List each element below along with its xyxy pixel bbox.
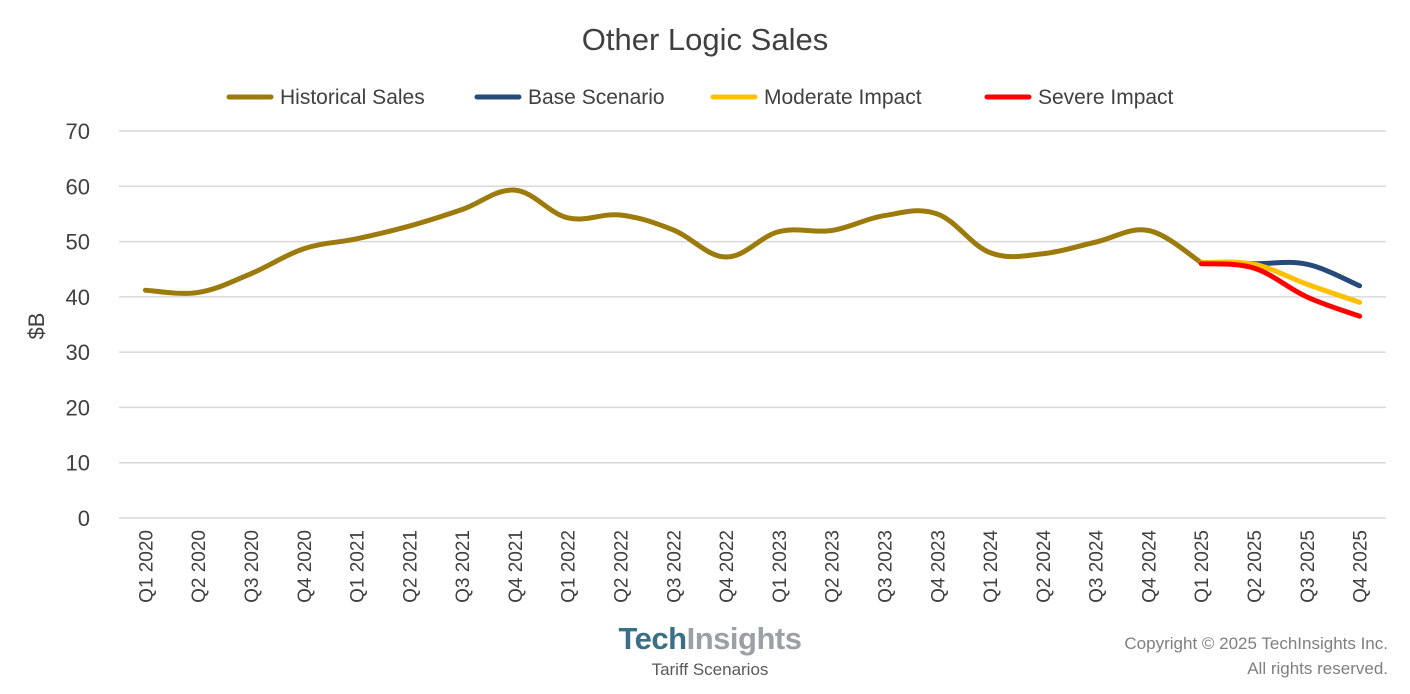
legend-label-historical-sales: Historical Sales <box>280 86 425 109</box>
y-axis-ticks: 0 10 20 30 40 50 60 70 <box>66 119 90 531</box>
x-tick-label: Q4 2020 <box>295 530 316 603</box>
y-tick-label: 50 <box>66 230 90 255</box>
brand-block: TechInsights Tariff Scenarios <box>560 620 860 680</box>
x-tick-label: Q2 2021 <box>400 530 421 603</box>
x-tick-label: Q3 2021 <box>453 530 474 603</box>
x-tick-label: Q1 2021 <box>348 530 369 603</box>
y-tick-label: 70 <box>66 119 90 144</box>
x-tick-label: Q4 2022 <box>717 530 738 603</box>
y-tick-label: 20 <box>66 395 90 420</box>
x-tick-label: Q1 2020 <box>136 530 157 603</box>
x-tick-label: Q3 2025 <box>1298 530 1319 603</box>
x-tick-label: Q1 2022 <box>559 530 580 603</box>
series-line-historical-sales <box>142 187 1204 296</box>
y-tick-label: 40 <box>66 285 90 310</box>
brand-logo-tech: Tech <box>618 621 688 656</box>
y-tick-label: 0 <box>78 506 90 531</box>
y-tick-label: 60 <box>66 174 90 199</box>
copyright-line-2: All rights reserved. <box>1247 659 1388 678</box>
x-tick-label: Q2 2023 <box>823 530 844 603</box>
x-tick-label: Q2 2024 <box>1034 530 1055 603</box>
x-tick-label: Q1 2025 <box>1192 530 1213 603</box>
x-axis-ticks: Q1 2020 Q2 2020 Q3 2020 Q4 2020 Q1 2021 Q2 20… <box>136 530 1371 603</box>
x-tick-label: Q3 2024 <box>1087 530 1108 603</box>
x-tick-label: Q3 2020 <box>242 530 263 603</box>
y-tick-label: 30 <box>66 340 90 365</box>
x-tick-label: Q1 2023 <box>770 530 791 603</box>
series-lines <box>142 187 1363 319</box>
x-tick-label: Q4 2025 <box>1351 530 1372 603</box>
legend-label-base-scenario: Base Scenario <box>528 86 665 109</box>
x-tick-label: Q2 2022 <box>612 530 633 603</box>
brand-subtitle: Tariff Scenarios <box>651 660 769 679</box>
legend: Historical Sales Base Scenario Moderate Im… <box>226 86 1174 109</box>
brand-logo-insights: Insights <box>686 621 802 656</box>
brand-logo: TechInsights <box>560 620 860 658</box>
x-tick-label: Q3 2022 <box>664 530 685 603</box>
series-line-severe-impact <box>1198 261 1363 319</box>
y-axis-label: $B <box>24 313 49 340</box>
copyright-line-1: Copyright © 2025 TechInsights Inc. <box>1124 634 1388 653</box>
x-tick-label: Q4 2021 <box>506 530 527 603</box>
legend-label-moderate-impact: Moderate Impact <box>764 86 922 109</box>
y-tick-label: 10 <box>66 451 90 476</box>
chart-title: Other Logic Sales <box>582 22 828 57</box>
x-tick-label: Q2 2020 <box>189 530 210 603</box>
x-tick-label: Q3 2023 <box>875 530 896 603</box>
x-tick-label: Q4 2024 <box>1139 530 1160 603</box>
x-tick-label: Q4 2023 <box>928 530 949 603</box>
x-tick-label: Q2 2025 <box>1245 530 1266 603</box>
legend-label-severe-impact: Severe Impact <box>1038 86 1174 109</box>
x-tick-label: Q1 2024 <box>981 530 1002 603</box>
gridlines <box>119 130 1386 519</box>
copyright-notice: Copyright © 2025 TechInsights Inc. All r… <box>1124 631 1388 681</box>
